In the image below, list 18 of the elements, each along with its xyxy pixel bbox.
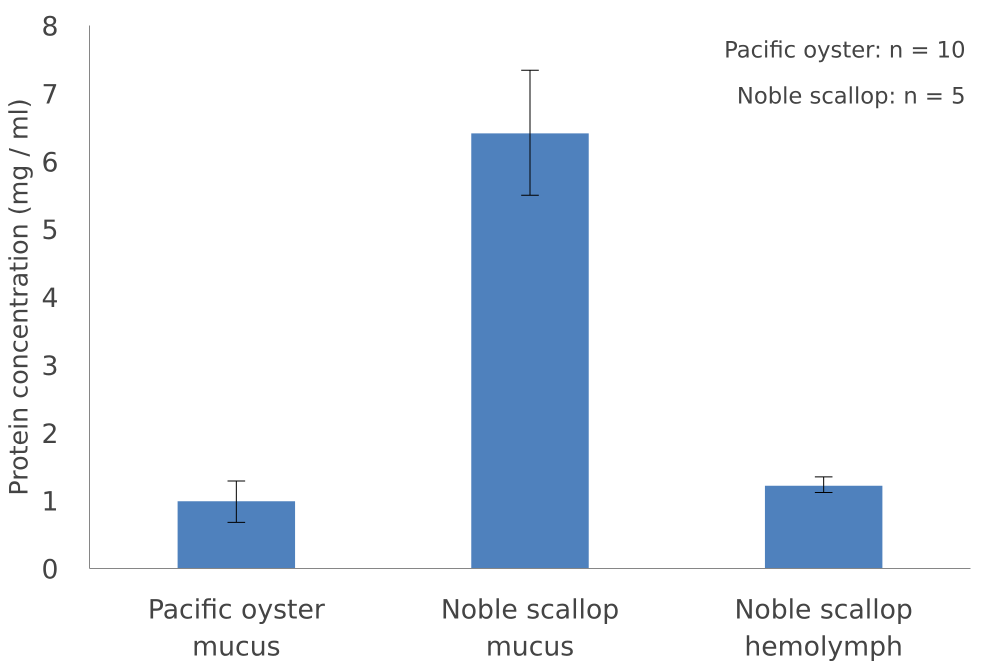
y-tick-label: 7 (42, 79, 59, 110)
x-tick-label: Pacific oyster mucus (148, 594, 325, 663)
y-tick-label: 5 (42, 215, 59, 246)
bar (471, 133, 589, 568)
y-tick-label: 3 (42, 350, 59, 382)
y-tick-label: 1 (42, 486, 59, 518)
bar (178, 501, 296, 568)
x-tick-label: Noble scallop hemolymph (734, 594, 913, 663)
y-tick-label: 6 (42, 147, 59, 178)
annotation: Noble scallop: n = 5 (736, 84, 966, 110)
y-axis-title: Protein concentration (mg / ml) (4, 98, 34, 496)
y-tick-label: 2 (42, 418, 59, 450)
x-tick-label: Noble scallop mucus (440, 594, 620, 663)
bar (764, 486, 882, 568)
y-tick-label: 4 (42, 283, 59, 314)
annotation: Pacific oyster: n = 10 (724, 38, 966, 64)
y-tick-label: 8 (42, 12, 59, 42)
y-tick-label: 0 (42, 554, 59, 586)
